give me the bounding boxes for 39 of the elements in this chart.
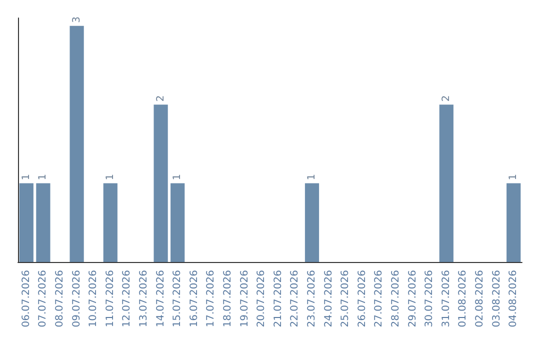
data-label: 1 (20, 174, 32, 180)
x-tick-label: 15.07.2026 (172, 270, 184, 328)
x-tick-label: 14.07.2026 (155, 270, 166, 328)
x-tick-label: 28.07.2026 (390, 270, 402, 328)
x-tick-label: 11.07.2026 (104, 270, 116, 328)
x-tick-label: 12.07.2026 (122, 270, 133, 328)
x-tick-label: 25.07.2026 (340, 270, 352, 328)
x-tick-label: 26.07.2026 (356, 270, 368, 328)
x-tick-label: 07.07.2026 (38, 270, 49, 328)
x-tick-label: 06.07.2026 (20, 270, 32, 328)
x-tick-label: 16.07.2026 (188, 270, 200, 328)
data-label: 3 (71, 16, 82, 23)
data-label: 1 (306, 174, 318, 180)
data-label: 1 (38, 174, 49, 180)
x-tick-label: 27.07.2026 (374, 270, 385, 328)
x-tick-label: 17.07.2026 (206, 270, 217, 328)
x-tick-label: 29.07.2026 (407, 270, 418, 328)
x-tick-label: 20.07.2026 (256, 270, 268, 328)
x-tick-label: 09.07.2026 (71, 270, 82, 328)
data-label: 2 (440, 95, 452, 102)
x-tick-label: 03.08.2026 (491, 270, 502, 328)
x-tick-label: 18.07.2026 (222, 270, 234, 328)
x-tick-label: 31.07.2026 (440, 270, 452, 328)
data-label: 2 (155, 95, 166, 102)
data-label: 1 (172, 174, 184, 180)
x-tick-label: 24.07.2026 (323, 270, 334, 328)
x-tick-label: 30.07.2026 (424, 270, 436, 328)
x-tick-label: 10.07.2026 (88, 270, 100, 328)
x-tick-label: 08.07.2026 (54, 270, 66, 328)
x-tick-label: 02.08.2026 (474, 270, 486, 328)
data-label: 1 (104, 174, 116, 180)
x-tick-label: 01.08.2026 (458, 270, 469, 328)
x-tick-label: 19.07.2026 (239, 270, 250, 328)
x-tick-label: 13.07.2026 (138, 270, 150, 328)
x-tick-label: 22.07.2026 (290, 270, 301, 328)
x-tick-label: 21.07.2026 (272, 270, 284, 328)
x-tick-label: 23.07.2026 (306, 270, 318, 328)
x-tick-label: 04.08.2026 (508, 270, 520, 328)
data-label: 1 (508, 174, 520, 180)
